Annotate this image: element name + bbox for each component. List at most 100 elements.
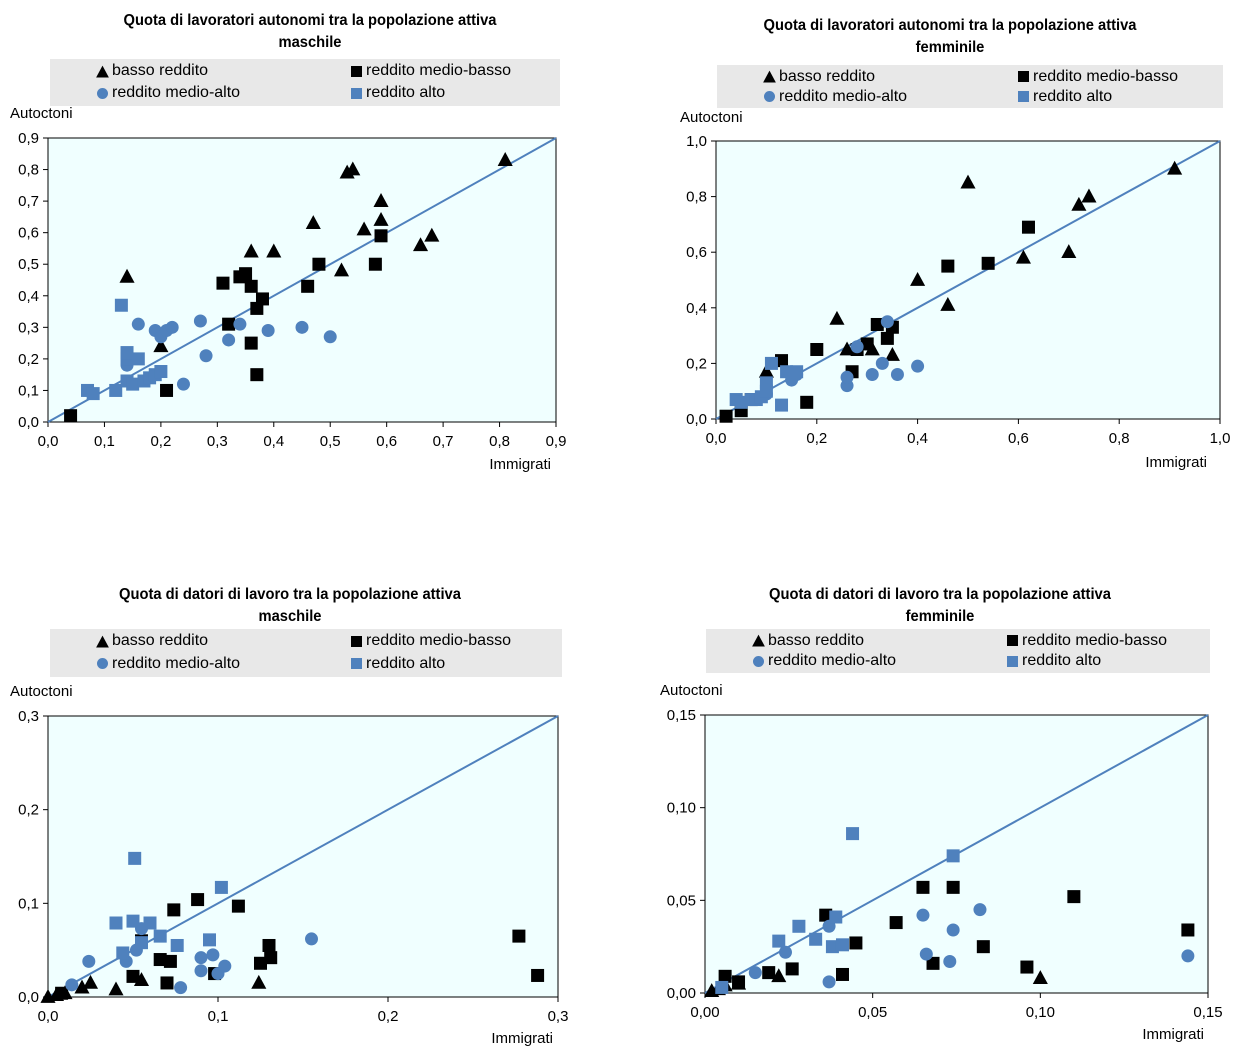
point-reddito-alto <box>109 383 123 397</box>
legend-item-reddito-alto: reddito alto <box>1006 651 1101 671</box>
point-reddito-medio-basso <box>976 940 990 954</box>
point-basso-reddito <box>373 193 389 207</box>
point-reddito-medio-alto <box>1181 949 1195 963</box>
point-reddito-medio-alto <box>261 323 275 337</box>
x-axis-label: Immigrati <box>1142 1026 1204 1043</box>
legend-item-reddito-medio-alto: reddito medio-alto <box>96 654 240 674</box>
point-reddito-medio-basso <box>167 903 181 917</box>
point-reddito-alto <box>214 880 228 894</box>
y-tick-label: 0,6 <box>18 225 39 242</box>
point-basso-reddito <box>119 268 135 283</box>
legend-item-reddito-medio-alto: reddito medio-alto <box>96 83 240 103</box>
point-reddito-medio-basso <box>880 331 894 345</box>
chart-title-line: Quota di lavoratori autonomi tra la popo… <box>763 17 1137 34</box>
point-basso-reddito <box>305 215 321 230</box>
chart-title-line: Quota di datori di lavoro tra la popolaz… <box>769 586 1111 603</box>
point-reddito-alto <box>780 365 794 379</box>
chart-title-line: Quota di datori di lavoro tra la popolaz… <box>119 586 461 603</box>
chart-title-line: maschile <box>258 608 322 625</box>
point-reddito-alto <box>109 916 123 930</box>
y-tick-label: 0,1 <box>18 895 39 912</box>
point-reddito-medio-basso <box>531 968 545 982</box>
point-basso-reddito <box>412 237 429 252</box>
point-reddito-alto <box>759 376 773 390</box>
point-reddito-medio-basso <box>126 969 140 983</box>
scatter-plot: 0,0 0,1 0,2 0,3 0,0 0,1 0,2 0,3 <box>18 708 568 1025</box>
y-tick-label: 0,7 <box>18 193 39 210</box>
chart-legend: basso reddito reddito medio-basso reddito … <box>717 65 1223 108</box>
point-basso-reddito <box>910 271 926 286</box>
point-basso-reddito <box>497 152 513 166</box>
point-reddito-medio-basso <box>835 967 849 981</box>
legend-item-reddito-medio-alto: reddito medio-alto <box>763 87 907 107</box>
point-basso-reddito <box>82 974 99 989</box>
x-axis-label: Immigrati <box>491 1030 553 1047</box>
point-reddito-medio-alto <box>295 320 309 334</box>
x-tick-label: 0,3 <box>207 433 228 450</box>
point-reddito-alto <box>835 938 849 952</box>
y-tick-label: 0,4 <box>18 288 39 305</box>
point-reddito-alto <box>715 980 729 994</box>
point-reddito-medio-basso <box>368 257 382 271</box>
point-reddito-alto <box>143 916 157 930</box>
point-reddito-medio-basso <box>312 257 326 271</box>
chart-title: Quota di datori di lavoro tra la popolaz… <box>60 584 520 628</box>
point-reddito-alto <box>154 365 168 379</box>
x-tick-label: 0,7 <box>433 433 454 450</box>
legend-label: reddito medio-alto <box>112 654 241 672</box>
point-reddito-alto <box>114 298 128 312</box>
point-reddito-alto <box>170 938 184 952</box>
point-reddito-medio-alto <box>973 903 987 917</box>
point-reddito-alto <box>86 387 100 401</box>
x-tick-label: 0,4 <box>907 430 928 447</box>
point-reddito-medio-basso <box>719 409 733 423</box>
point-reddito-alto <box>116 946 130 960</box>
point-reddito-medio-alto <box>194 951 208 965</box>
legend-item-reddito-medio-basso: reddito medio-basso <box>350 631 511 651</box>
point-reddito-medio-basso <box>301 279 315 293</box>
point-reddito-medio-alto <box>323 330 337 344</box>
point-basso-reddito <box>243 243 259 258</box>
point-reddito-medio-alto <box>890 368 904 382</box>
x-axis-label: Immigrati <box>489 456 551 473</box>
chart-legend: basso reddito reddito medio-basso reddito … <box>706 629 1210 673</box>
x-tick-label: 0,2 <box>806 430 827 447</box>
point-reddito-alto <box>734 395 748 409</box>
point-reddito-alto <box>825 940 839 954</box>
point-reddito-medio-alto <box>865 368 879 382</box>
point-reddito-alto <box>153 929 167 943</box>
point-reddito-medio-basso <box>244 336 258 350</box>
y-tick-label: 0,6 <box>686 244 707 261</box>
point-reddito-medio-alto <box>943 954 957 968</box>
x-tick-label: 0,0 <box>38 1008 59 1025</box>
point-reddito-medio-basso <box>1067 890 1081 904</box>
point-reddito-medio-basso <box>255 292 269 306</box>
chart-legend: basso reddito reddito medio-basso reddito … <box>50 629 562 677</box>
legend-label: reddito medio-basso <box>366 62 511 79</box>
point-reddito-medio-basso <box>264 951 278 965</box>
point-reddito-alto <box>809 932 823 946</box>
point-reddito-medio-alto <box>82 954 96 968</box>
scatter-plot: 0,00 0,05 0,10 0,15 0,00 0,05 0,10 0,15 <box>667 707 1223 1021</box>
y-tick-label: 0,3 <box>18 319 39 336</box>
point-basso-reddito <box>1032 970 1048 985</box>
legend-label: reddito medio-alto <box>779 87 908 105</box>
point-basso-reddito <box>108 981 124 996</box>
y-axis-label: Autoctoni <box>10 105 73 122</box>
point-reddito-medio-alto <box>65 978 79 992</box>
point-basso-reddito <box>758 363 774 378</box>
point-reddito-alto <box>829 910 843 924</box>
point-reddito-alto <box>772 934 786 948</box>
point-reddito-alto <box>131 352 145 366</box>
x-tick-label: 0,6 <box>376 433 397 450</box>
legend-item-reddito-medio-basso: reddito medio-basso <box>350 61 511 81</box>
point-reddito-medio-basso <box>860 337 874 351</box>
legend-label: reddito medio-basso <box>1022 631 1167 649</box>
point-basso-reddito <box>1081 188 1097 203</box>
y-axis-label: Autoctoni <box>10 683 73 700</box>
x-tick-label: 0,3 <box>548 1008 569 1025</box>
point-reddito-medio-basso <box>946 880 960 894</box>
legend-label: reddito alto <box>366 654 446 672</box>
x-tick-label: 0,5 <box>320 433 341 450</box>
chart-title-line: maschile <box>278 34 342 51</box>
